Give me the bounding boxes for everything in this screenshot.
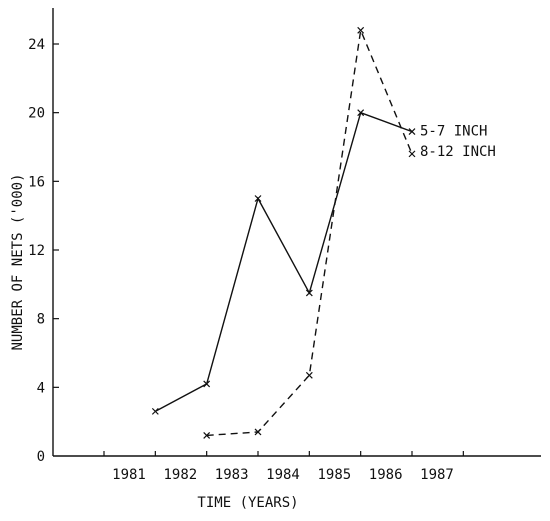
x-tick-label: 1985	[317, 467, 351, 483]
data-point-marker	[254, 195, 262, 202]
data-point-marker	[357, 26, 365, 34]
data-point-marker	[254, 428, 262, 436]
x-tick-label: 1982	[163, 467, 197, 483]
series-line-1	[154, 111, 413, 413]
series-label: 8-12 INCH	[420, 144, 496, 160]
labels-layer: 5-7 INCH 8-12 INCH	[420, 124, 496, 160]
y-tick-label: 24	[28, 37, 45, 53]
y-tick-label: 16	[28, 174, 45, 190]
x-tick-label: 1981	[112, 467, 146, 483]
series-line-2	[206, 27, 413, 437]
data-point-marker	[151, 407, 159, 415]
data-point-marker	[305, 371, 313, 379]
y-tick-label: 0	[37, 449, 45, 465]
y-axis-title: NUMBER OF NETS ('000)	[10, 173, 26, 350]
axes	[52, 8, 541, 457]
data-point-marker	[408, 150, 416, 158]
x-tick-label: 1984	[266, 467, 300, 483]
series-label: 5-7 INCH	[420, 124, 487, 140]
y-ticks: 0 4 8 12 16 20 24	[28, 37, 59, 465]
data-point-marker	[203, 380, 211, 388]
x-axis-title: TIME (YEARS)	[197, 495, 298, 511]
x-tick-label: 1987	[420, 467, 454, 483]
y-tick-label: 4	[37, 380, 45, 396]
x-tick-label: 1986	[369, 467, 403, 483]
x-ticks: 1981 1982 1983 1984 1985 1986 1987	[103, 451, 464, 483]
series-layer	[151, 26, 416, 439]
y-tick-label: 20	[28, 106, 45, 122]
data-point-marker	[357, 109, 365, 117]
y-tick-label: 8	[37, 312, 45, 328]
data-point-marker	[408, 128, 416, 135]
y-tick-label: 12	[28, 243, 45, 259]
data-point-marker	[305, 289, 313, 297]
data-point-marker	[203, 431, 211, 439]
x-tick-label: 1983	[215, 467, 249, 483]
